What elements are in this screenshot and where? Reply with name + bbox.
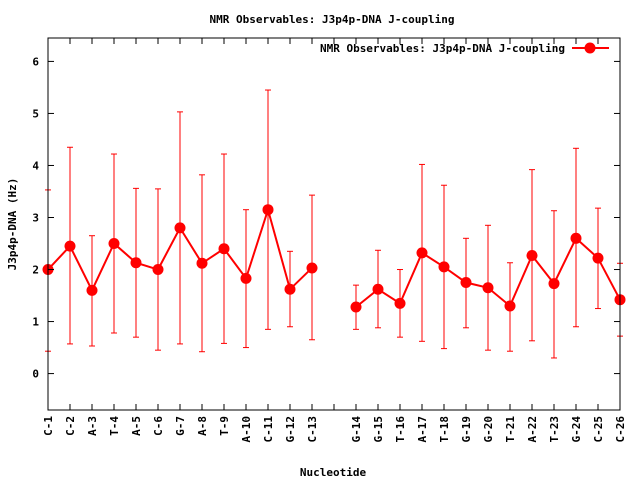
y-axis-label: J3p4p-DNA (Hz) <box>6 178 19 271</box>
data-point <box>438 261 450 273</box>
data-point <box>482 282 494 294</box>
y-tick-label: 6 <box>32 55 39 68</box>
legend-label: NMR Observables: J3p4p-DNA J-coupling <box>320 42 565 55</box>
x-tick-label: G-14 <box>350 416 363 443</box>
data-point <box>218 243 230 255</box>
x-tick-label: G-15 <box>372 416 385 443</box>
data-point <box>86 284 98 296</box>
x-tick-label: A-5 <box>130 416 143 436</box>
data-point <box>174 222 186 234</box>
y-tick-label: 3 <box>32 211 39 224</box>
data-point <box>570 232 582 244</box>
data-point <box>284 283 296 295</box>
x-tick-label: C-13 <box>306 416 319 443</box>
data-point <box>196 257 208 269</box>
data-point <box>108 238 120 250</box>
y-tick-label: 5 <box>32 107 39 120</box>
x-tick-label: T-21 <box>504 416 517 443</box>
data-point <box>504 300 516 312</box>
data-point <box>460 277 472 289</box>
x-tick-label: G-12 <box>284 416 297 443</box>
data-point <box>262 204 274 216</box>
x-tick-label: T-18 <box>438 416 451 443</box>
y-tick-label: 2 <box>32 264 39 277</box>
x-tick-label: C-2 <box>64 416 77 436</box>
data-point <box>394 297 406 309</box>
x-tick-label: C-11 <box>262 416 275 443</box>
x-tick-label: T-16 <box>394 416 407 443</box>
data-point <box>64 240 76 252</box>
data-point <box>548 278 560 290</box>
y-tick-label: 0 <box>32 368 39 381</box>
data-point <box>130 257 142 269</box>
x-tick-label: G-20 <box>482 416 495 443</box>
x-tick-label: A-17 <box>416 416 429 443</box>
legend-marker <box>584 42 596 54</box>
x-tick-label: C-6 <box>152 416 165 436</box>
data-point <box>526 249 538 261</box>
data-point <box>350 301 362 313</box>
y-tick-label: 4 <box>32 159 39 172</box>
x-tick-label: A-10 <box>240 416 253 443</box>
x-tick-label: G-19 <box>460 416 473 443</box>
x-tick-label: T-23 <box>548 416 561 443</box>
y-tick-label: 1 <box>32 316 39 329</box>
x-tick-label: T-4 <box>108 416 121 436</box>
x-axis-label: Nucleotide <box>300 466 367 479</box>
x-tick-label: C-26 <box>614 416 627 443</box>
x-tick-label: A-8 <box>196 416 209 436</box>
data-point <box>372 283 384 295</box>
data-point <box>152 264 164 276</box>
x-tick-label: G-24 <box>570 416 583 443</box>
data-point <box>306 262 318 274</box>
data-point <box>592 252 604 264</box>
legend: NMR Observables: J3p4p-DNA J-coupling <box>320 42 609 55</box>
x-tick-label: C-1 <box>42 416 55 436</box>
data-point <box>240 272 252 284</box>
plot-frame <box>47 37 621 411</box>
x-tick-label: C-25 <box>592 416 605 443</box>
x-tick-label: A-3 <box>86 416 99 436</box>
x-tick-label: G-7 <box>174 416 187 436</box>
x-tick-label: A-22 <box>526 416 539 443</box>
data-point <box>416 247 428 259</box>
x-tick-label: T-9 <box>218 416 231 436</box>
chart-title: NMR Observables: J3p4p-DNA J-coupling <box>209 13 454 26</box>
plot-area <box>42 89 626 359</box>
